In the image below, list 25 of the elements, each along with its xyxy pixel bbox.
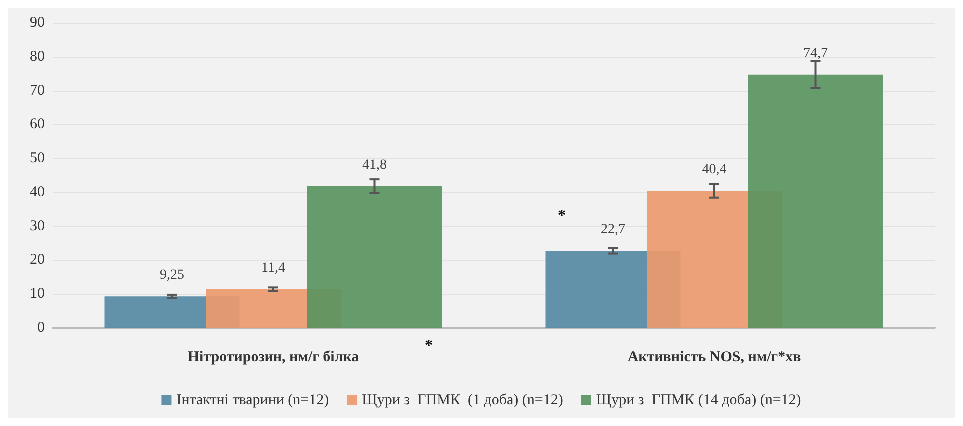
x-tick-label: Активність NOS, нм/г*хв <box>628 350 802 366</box>
y-tick-label: 90 <box>30 15 45 31</box>
y-tick-label: 10 <box>30 286 45 302</box>
y-tick-label: 50 <box>30 150 45 167</box>
data-label: 74,7 <box>804 46 828 62</box>
legend-label: Щури з ГПМК (14 доба) (n=12) <box>596 392 802 408</box>
x-tick-label: Нітротирозин, нм/г білка <box>188 350 360 366</box>
data-label: 11,4 <box>262 260 286 276</box>
legend-label: Інтактні тварини (n=12) <box>176 392 330 408</box>
legend-label: Щури з ГПМК (1 доба) (n=12) <box>362 392 564 408</box>
y-tick-label: 20 <box>30 252 45 268</box>
y-tick-label: 30 <box>30 218 45 234</box>
data-label: 41,8 <box>362 158 387 173</box>
annotation: * <box>558 208 566 224</box>
bar <box>307 186 442 328</box>
data-label: 22,7 <box>601 222 626 238</box>
y-tick-label: 80 <box>30 48 45 65</box>
y-tick-label: 40 <box>30 184 45 200</box>
y-tick-label: 60 <box>30 116 45 133</box>
bar <box>748 74 884 328</box>
data-label: 40,4 <box>702 162 727 178</box>
y-tick-label: 70 <box>30 82 45 99</box>
y-tick-label: 0 <box>38 320 45 336</box>
data-label: 9,25 <box>160 268 184 284</box>
text: * <box>425 338 433 354</box>
